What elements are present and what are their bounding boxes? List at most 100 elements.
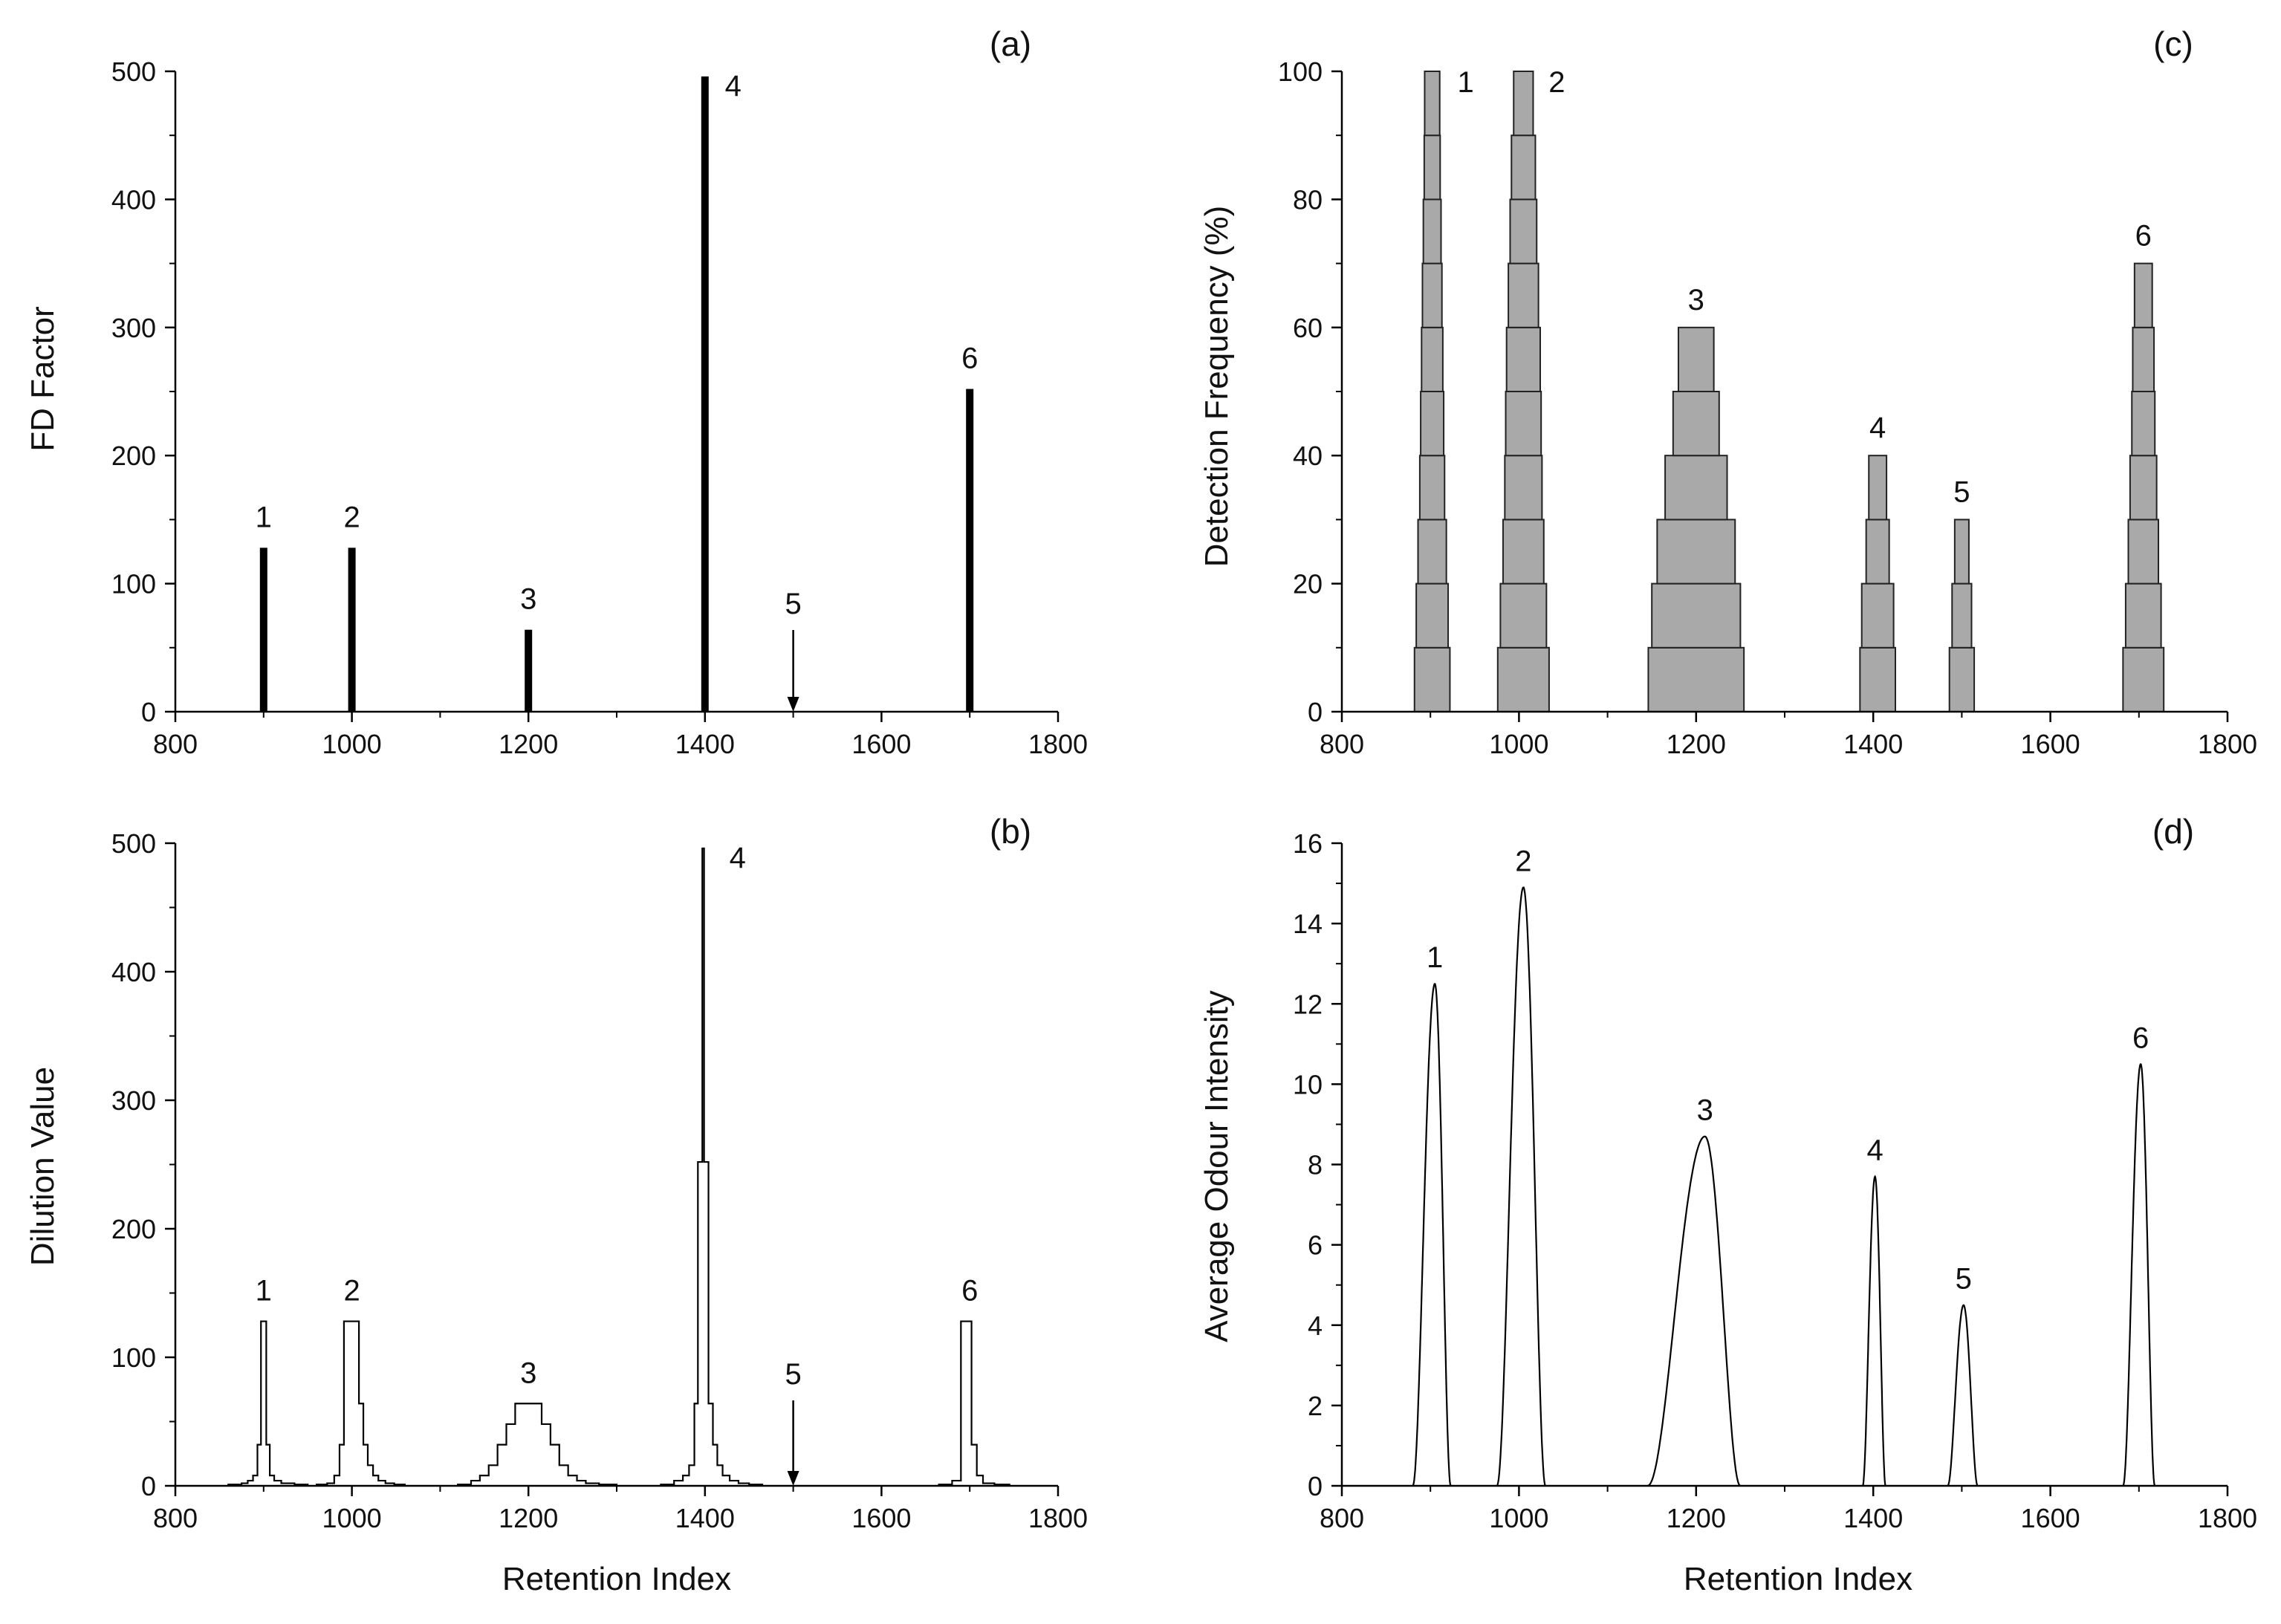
- panel-d-peak-3: [1646, 1135, 1742, 1487]
- panel-b-peak-3: [457, 1403, 618, 1486]
- panel-b-x-tick-label: 1200: [499, 1503, 558, 1533]
- panel-a-bar-4: [701, 76, 709, 712]
- panel-a-axes: 800 1000 1200 1400 1600 1800 0 100 200 300 400 500: [111, 56, 1088, 759]
- panel-a-y-tick-label: 100: [111, 569, 156, 600]
- panel-d-peak-label-2: 2: [1515, 845, 1531, 877]
- panel-a-bar-3: [525, 629, 533, 712]
- panel-c-block-5-0: [1948, 646, 1976, 712]
- panel-c-block-5-2: [1953, 519, 1970, 585]
- panel-c-peak-label-5: 5: [1953, 475, 1970, 508]
- panel-b-peak-2: [315, 1320, 406, 1486]
- panel-a-bar-6: [966, 389, 974, 712]
- panel-a-peak-label-2: 2: [343, 501, 360, 533]
- panel-c-x-tick-label: 1600: [2021, 729, 2080, 759]
- panel-a-y-tick-label: 0: [141, 697, 156, 727]
- panel-b-marks: 1 2 3 4 6 5: [227, 842, 1010, 1486]
- panel-b-dilution-value: (b) Dilution Value Retention Index 1 2 3 4 6…: [25, 812, 1088, 1597]
- panel-b-peak-label-1: 1: [256, 1275, 272, 1308]
- panel-c-block-1-3: [1418, 455, 1446, 521]
- panel-c-block-4-0: [1859, 646, 1897, 712]
- panel-c-block-1-1: [1415, 582, 1450, 649]
- panel-c-y-tick-label: 60: [1293, 313, 1323, 343]
- panel-a-y-tick-label: 200: [111, 441, 156, 471]
- panel-d-x-tick-label: 1200: [1667, 1503, 1726, 1533]
- panel-b-annotation-5-label: 5: [785, 1358, 801, 1391]
- panel-c-block-2-3: [1504, 455, 1543, 521]
- panel-c-block-1-4: [1420, 391, 1445, 457]
- panel-c-block-2-9: [1513, 71, 1534, 137]
- panel-d-y-tick-label: 2: [1308, 1391, 1323, 1421]
- panel-c-block-3-4: [1672, 391, 1720, 457]
- panel-c-block-6-5: [2132, 326, 2155, 392]
- panel-c-block-3-3: [1664, 455, 1728, 521]
- panel-a-bar-1: [259, 548, 267, 712]
- panel-a-peak-label-6: 6: [961, 342, 978, 375]
- panel-c-block-1-8: [1423, 134, 1441, 201]
- panel-b-x-tick-label: 800: [153, 1503, 198, 1533]
- panel-d-peak-4: [1862, 1175, 1886, 1487]
- panel-c-block-2-7: [1509, 198, 1538, 264]
- panel-b-peak-4: [660, 847, 764, 1486]
- panel-d-x-tick-label: 800: [1320, 1503, 1364, 1533]
- panel-a-y-tick-label: 300: [111, 313, 156, 343]
- panel-c-block-1-2: [1417, 519, 1447, 585]
- panel-c-block-2-6: [1508, 262, 1539, 328]
- panel-d-y-tick-label: 4: [1308, 1310, 1323, 1341]
- panel-b-x-axis-title: Retention Index: [502, 1561, 731, 1597]
- panel-c-block-2-5: [1505, 326, 1542, 392]
- panel-a-y-tick-label: 400: [111, 184, 156, 215]
- panel-c-peak-label-6: 6: [2135, 220, 2152, 253]
- panel-a-marks: 1 2 3 4 6 5: [256, 70, 978, 712]
- panel-c-block-6-4: [2131, 391, 2156, 457]
- panel-d-y-tick-label: 14: [1293, 909, 1323, 939]
- panel-b-x-tick-label: 1000: [322, 1503, 382, 1533]
- panel-b-x-tick-label: 1800: [1028, 1503, 1088, 1533]
- panel-c-x-tick-label: 1800: [2198, 729, 2257, 759]
- panel-c-block-2-4: [1505, 391, 1542, 457]
- panel-c-peak-label-2: 2: [1548, 66, 1565, 99]
- panel-c-block-3-2: [1656, 519, 1736, 585]
- panel-d-x-axis-title: Retention Index: [1684, 1561, 1912, 1597]
- panel-b-peak-label-2: 2: [343, 1275, 360, 1308]
- panel-c-block-6-3: [2129, 455, 2158, 521]
- panel-b-y-tick-label: 100: [111, 1342, 156, 1373]
- panel-b-annotation-5-arrow-head: [787, 1471, 799, 1486]
- panel-c-block-4-3: [1868, 455, 1888, 521]
- panel-a-x-tick-label: 1600: [851, 729, 911, 759]
- panel-b-y-tick-label: 400: [111, 957, 156, 987]
- panel-d-y-tick-label: 10: [1293, 1069, 1323, 1100]
- panel-b-y-axis-title: Dilution Value: [25, 1067, 61, 1266]
- panel-c-block-1-9: [1424, 71, 1441, 137]
- panel-c-block-5-1: [1951, 582, 1973, 649]
- panel-d-y-tick-label: 8: [1308, 1150, 1323, 1180]
- panel-c-axes: 800 1000 1200 1400 1600 1800 0 20 40 60 80 100: [1278, 56, 2257, 759]
- panel-c-x-tick-label: 1000: [1489, 729, 1548, 759]
- panel-d-peak-6: [2122, 1063, 2156, 1487]
- panel-c-block-1-6: [1421, 262, 1443, 328]
- panel-a-peak-label-1: 1: [256, 501, 272, 533]
- panel-a-bar-2: [348, 548, 356, 712]
- panel-b-axes: 800 1000 1200 1400 1600 1800 0 100 200 300 400 500: [111, 828, 1088, 1533]
- panel-d-peak-label-5: 5: [1956, 1263, 1972, 1296]
- panel-c-marks: 1 2 3 4 5 6: [1413, 66, 2165, 712]
- panel-b-peak-1: [227, 1320, 309, 1486]
- panel-d-y-tick-label: 16: [1293, 828, 1323, 859]
- panel-a-x-tick-label: 1400: [675, 729, 735, 759]
- panel-c-block-2-1: [1499, 582, 1548, 649]
- panel-c-block-4-1: [1860, 582, 1895, 649]
- panel-c-x-tick-label: 800: [1320, 729, 1364, 759]
- panel-d-peak-label-1: 1: [1427, 941, 1443, 974]
- panel-c-block-1-7: [1422, 198, 1442, 264]
- panel-b-x-tick-label: 1600: [851, 1503, 911, 1533]
- panel-c-x-tick-label: 1400: [1843, 729, 1903, 759]
- panel-c-y-tick-label: 100: [1278, 56, 1323, 87]
- panel-d-peak-label-4: 4: [1866, 1134, 1883, 1167]
- panel-c-block-3-5: [1677, 326, 1715, 392]
- panel-d-marks: 1 2 3 4 5 6: [1412, 845, 2156, 1487]
- panel-b-label: (b): [990, 812, 1031, 851]
- panel-c-block-1-5: [1421, 326, 1444, 392]
- panel-a-annotation-5-label: 5: [785, 588, 801, 620]
